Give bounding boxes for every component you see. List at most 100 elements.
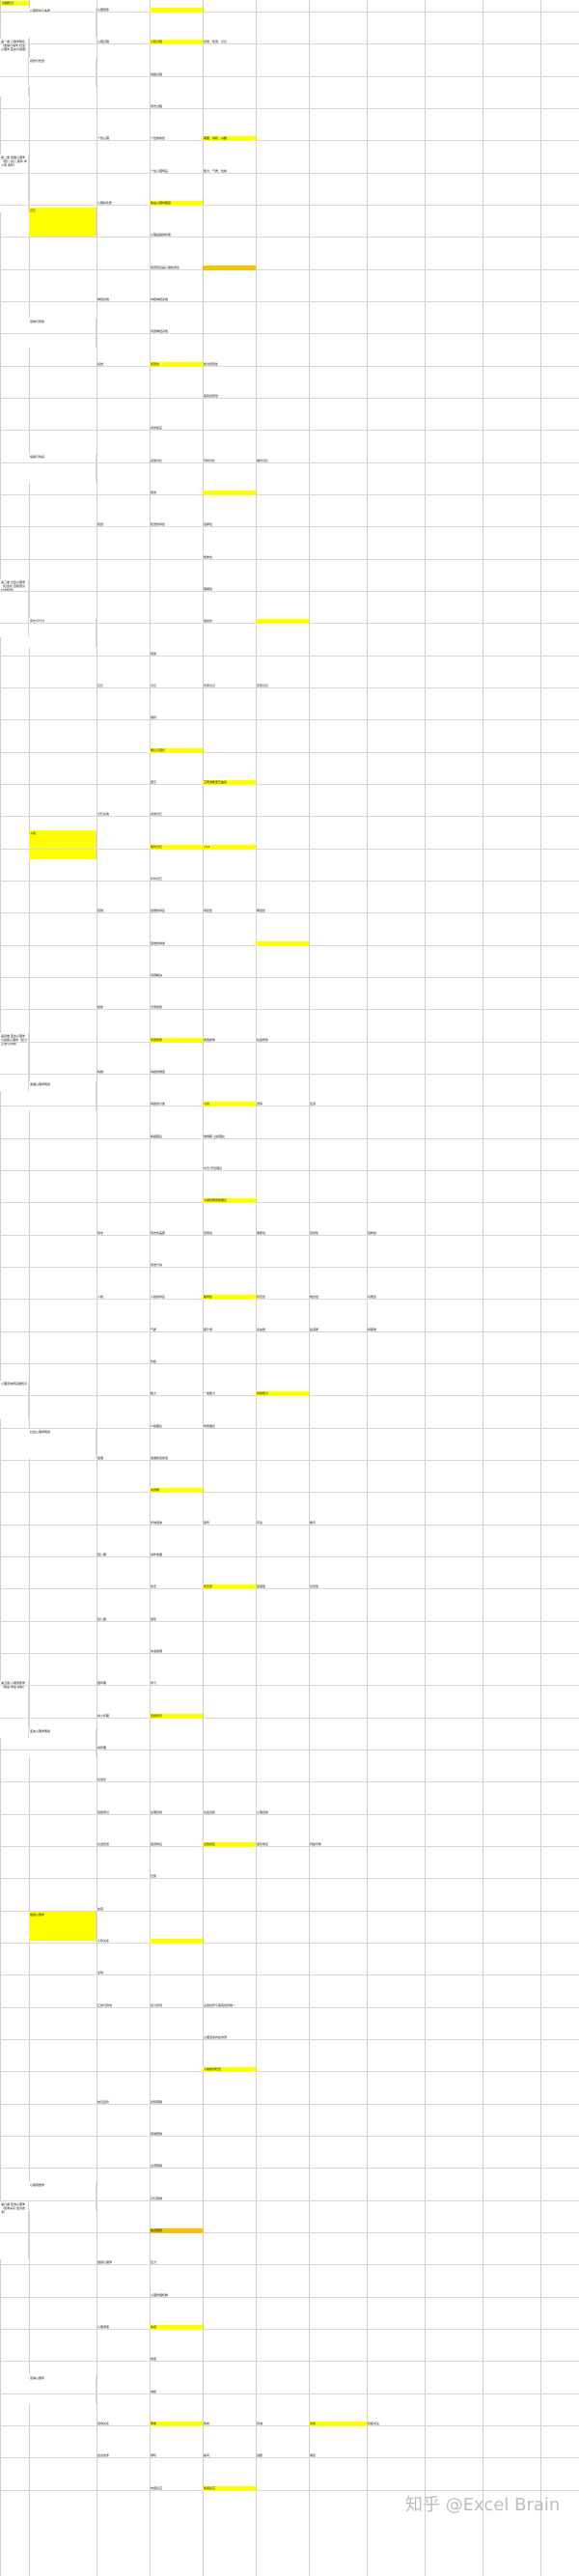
table-cell[interactable]: [203, 266, 256, 270]
table-cell[interactable]: 周围神经系统: [151, 329, 169, 333]
table-cell[interactable]: 个性心理: [97, 136, 110, 140]
table-cell[interactable]: 童年期: [97, 1681, 107, 1685]
table-cell[interactable]: 联觉: [151, 490, 157, 494]
table-cell[interactable]: 人格: [97, 1295, 104, 1299]
table-cell[interactable]: 游戏: [151, 1617, 157, 1621]
section-cell[interactable]: 健康心理学: [29, 1912, 96, 1941]
table-cell[interactable]: 思维障碍: [151, 2132, 163, 2136]
table-cell[interactable]: 安全型: [203, 1584, 256, 1589]
table-cell[interactable]: 尊重: [150, 2422, 203, 2426]
table-cell[interactable]: 沙赫特两因素理论: [203, 1198, 256, 1203]
table-cell[interactable]: 学习: [151, 1681, 157, 1685]
table-cell[interactable]: 心理测量: [97, 2325, 110, 2329]
table-cell[interactable]: 意志的品质: [151, 1231, 166, 1235]
table-cell[interactable]: 有意想象: [150, 1038, 203, 1043]
table-cell[interactable]: 情感障碍: [150, 2228, 203, 2233]
table-cell[interactable]: 情感反应: [203, 2486, 256, 2491]
table-cell[interactable]: 压力: [151, 2260, 157, 2264]
section-cell[interactable]: 变态心理学概述: [29, 1728, 96, 1757]
table-cell[interactable]: 整体性: [204, 555, 213, 559]
table-cell[interactable]: 统合性: [310, 1295, 319, 1299]
table-cell[interactable]: 绝对感受性: [204, 362, 219, 366]
table-cell[interactable]: 感觉记忆: [151, 812, 163, 816]
table-cell[interactable]: 认知过程: [150, 40, 203, 44]
table-cell[interactable]: 倾听: [151, 2453, 157, 2457]
table-cell[interactable]: 常模: [151, 2390, 157, 2394]
table-cell[interactable]: 环境: [257, 1521, 263, 1525]
table-cell[interactable]: 刻板印象: [310, 1842, 322, 1846]
table-cell[interactable]: 记忆障碍: [151, 2197, 163, 2200]
table-cell[interactable]: 青少年期: [97, 1714, 110, 1718]
table-cell[interactable]: 长时记忆: [151, 877, 163, 881]
table-cell[interactable]: 会谈技术: [97, 2453, 110, 2457]
table-cell[interactable]: 情绪的维度: [151, 1070, 166, 1074]
chapter-cell[interactable]: 第四章 变态心理学与健康心理学（区分正常与异常）: [0, 1033, 29, 1091]
table-cell[interactable]: 概括性: [257, 909, 266, 912]
table-cell[interactable]: 效度: [151, 2357, 157, 2361]
table-cell[interactable]: 意志: [97, 1231, 104, 1235]
table-cell[interactable]: 影响因素: [151, 1521, 163, 1525]
table-cell[interactable]: 主观世界与客观世界统一: [204, 2003, 236, 2007]
table-cell[interactable]: 感受性: [150, 362, 203, 367]
section-cell[interactable]: 记忆: [29, 208, 96, 237]
table-cell[interactable]: 感知障碍: [151, 2100, 163, 2104]
table-cell[interactable]: 心境: [203, 1102, 256, 1106]
table-cell[interactable]: 差别感受性: [204, 394, 219, 398]
table-cell[interactable]: 人格理论: [151, 1424, 163, 1428]
table-cell[interactable]: 心理过程: [97, 40, 110, 43]
table-cell[interactable]: 心理的实质: [97, 201, 113, 205]
table-cell[interactable]: 心理活动内在协调: [204, 2035, 228, 2039]
table-cell[interactable]: [150, 1939, 203, 1944]
table-cell[interactable]: 间接性: [204, 909, 213, 912]
table-cell[interactable]: 晕轮效应: [257, 1842, 269, 1846]
table-cell[interactable]: 内容反应: [151, 2486, 163, 2490]
table-cell[interactable]: 意志过程: [151, 104, 163, 108]
table-cell[interactable]: 提问: [204, 2453, 210, 2457]
table-cell[interactable]: 鼓励: [257, 2453, 263, 2457]
table-cell[interactable]: 特质理论: [204, 1424, 216, 1428]
table-cell[interactable]: 有意识记: [204, 684, 216, 687]
table-cell[interactable]: 共情: [309, 2422, 367, 2426]
table-cell[interactable]: 继时对比: [257, 459, 269, 462]
table-cell[interactable]: 感觉、知觉、记忆: [204, 40, 228, 43]
table-cell[interactable]: 社会化: [97, 1778, 107, 1781]
section-cell[interactable]: 心理测量学: [29, 2182, 96, 2211]
table-cell[interactable]: 发展的连续性: [151, 1456, 169, 1460]
table-cell[interactable]: 独特性: [203, 1295, 256, 1300]
table-cell[interactable]: 情绪: [97, 1070, 104, 1074]
table-cell[interactable]: [150, 8, 203, 13]
table-cell[interactable]: 需要、动机、兴趣: [203, 136, 256, 141]
table-cell[interactable]: 依恋: [151, 1584, 157, 1588]
table-cell[interactable]: [256, 941, 309, 946]
table-cell[interactable]: [203, 490, 256, 495]
table-cell[interactable]: 自我意识: [150, 1714, 203, 1719]
table-cell[interactable]: 恒常性: [204, 619, 213, 623]
section-cell[interactable]: 情绪与情感: [29, 454, 96, 483]
header-cell[interactable]: 基础知识: [1, 1, 29, 6]
table-cell[interactable]: 自我意识: [97, 1810, 110, 1814]
table-cell[interactable]: 创造想象: [257, 1038, 269, 1042]
table-cell[interactable]: 态度: [97, 1907, 104, 1911]
table-cell[interactable]: 社会自我: [204, 1810, 216, 1814]
chapter-cell[interactable]: 第一章 心理学概论（发展心理学·社会心理学·变态与健康）: [0, 39, 29, 97]
table-cell[interactable]: 想象: [97, 1005, 104, 1009]
table-cell[interactable]: 教育: [310, 1521, 317, 1525]
table-cell[interactable]: 记忆: [97, 684, 104, 687]
table-cell[interactable]: 关键期: [150, 1488, 203, 1493]
table-cell[interactable]: 个性心理特征: [151, 169, 169, 173]
table-cell[interactable]: 神经系统: [97, 297, 110, 301]
table-cell[interactable]: 积极关注: [368, 2422, 380, 2425]
table-cell[interactable]: 生理自我: [151, 1810, 163, 1814]
table-cell[interactable]: 能力、气质、性格: [204, 169, 228, 173]
table-cell[interactable]: 脑是心理的器官: [150, 201, 203, 206]
table-cell[interactable]: 感觉对比: [151, 459, 163, 462]
table-cell[interactable]: 保持: [151, 715, 157, 719]
table-cell[interactable]: 感觉: [97, 362, 104, 366]
table-cell[interactable]: 激情: [257, 1102, 263, 1106]
table-cell[interactable]: 意志行动: [151, 1263, 163, 1267]
table-cell[interactable]: 幼儿期: [97, 1617, 107, 1621]
table-cell[interactable]: 知觉: [97, 522, 104, 526]
table-cell[interactable]: 归因: [151, 1874, 157, 1878]
chapter-cell[interactable]: 第二章 发展心理学（婴儿·幼儿·童年·青少年·成年）: [0, 154, 29, 212]
table-cell[interactable]: 问题解决: [151, 973, 163, 977]
